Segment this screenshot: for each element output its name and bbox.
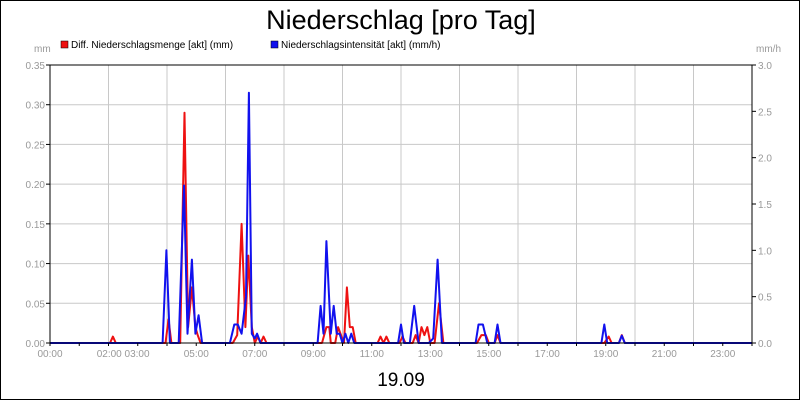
legend-label: Niederschlagsintensität [akt] (mm/h)	[281, 40, 441, 51]
x-tick-label: 00:00	[37, 349, 62, 360]
right-axis-ticks: 0.0 0.5 1.0 1.5 2.0 2.5 3.0	[752, 61, 772, 350]
right-tick-label: 1.0	[758, 246, 772, 257]
legend: Diff. Niederschlagsmenge [akt] (mm) Niede…	[60, 40, 441, 51]
left-tick-label: 0.10	[26, 260, 46, 271]
right-tick-label: 2.0	[758, 154, 772, 165]
right-tick-label: 0.0	[758, 339, 772, 350]
left-tick-label: 0.35	[26, 61, 46, 72]
x-tick-label: 23:00	[710, 349, 735, 360]
left-axis-unit: mm	[34, 44, 51, 55]
left-tick-label: 0.30	[26, 101, 46, 112]
x-tick-label: 05:00	[184, 349, 209, 360]
right-axis-unit: mm/h	[756, 44, 781, 55]
x-tick-label: 13:00	[418, 349, 443, 360]
left-axis-ticks: 0.00 0.05 0.10 0.15 0.20 0.25 0.30 0.35	[26, 61, 50, 350]
left-tick-label: 0.05	[26, 299, 46, 310]
right-tick-label: 3.0	[758, 61, 772, 72]
legend-swatch	[60, 40, 69, 49]
left-tick-label: 0.00	[26, 339, 46, 350]
left-tick-label: 0.15	[26, 220, 46, 231]
x-tick-label: 19:00	[593, 349, 618, 360]
x-tick-label: 11:00	[360, 349, 385, 360]
right-tick-label: 0.5	[758, 293, 772, 304]
x-tick-label: 07:00	[242, 349, 267, 360]
x-tick-label: 09:00	[301, 349, 326, 360]
left-tick-label: 0.25	[26, 140, 46, 151]
legend-label: Diff. Niederschlagsmenge [akt] (mm)	[71, 40, 233, 51]
x-tick-label: 17:00	[535, 349, 560, 360]
x-tick-label: 02:00 03:00	[97, 349, 150, 360]
date-label: 19.09	[377, 370, 425, 391]
legend-swatch	[270, 40, 279, 49]
x-axis-ticks: 00:00 02:00 03:00 05:00 07:00 09:00 11:00 13:0…	[37, 343, 753, 360]
grid	[50, 65, 752, 343]
right-tick-label: 1.5	[758, 200, 772, 211]
x-tick-label: 15:00	[476, 349, 501, 360]
right-tick-label: 2.5	[758, 107, 772, 118]
left-tick-label: 0.20	[26, 180, 46, 191]
chart-title: Niederschlag [pro Tag]	[266, 5, 536, 35]
x-tick-label: 21:00	[652, 349, 677, 360]
